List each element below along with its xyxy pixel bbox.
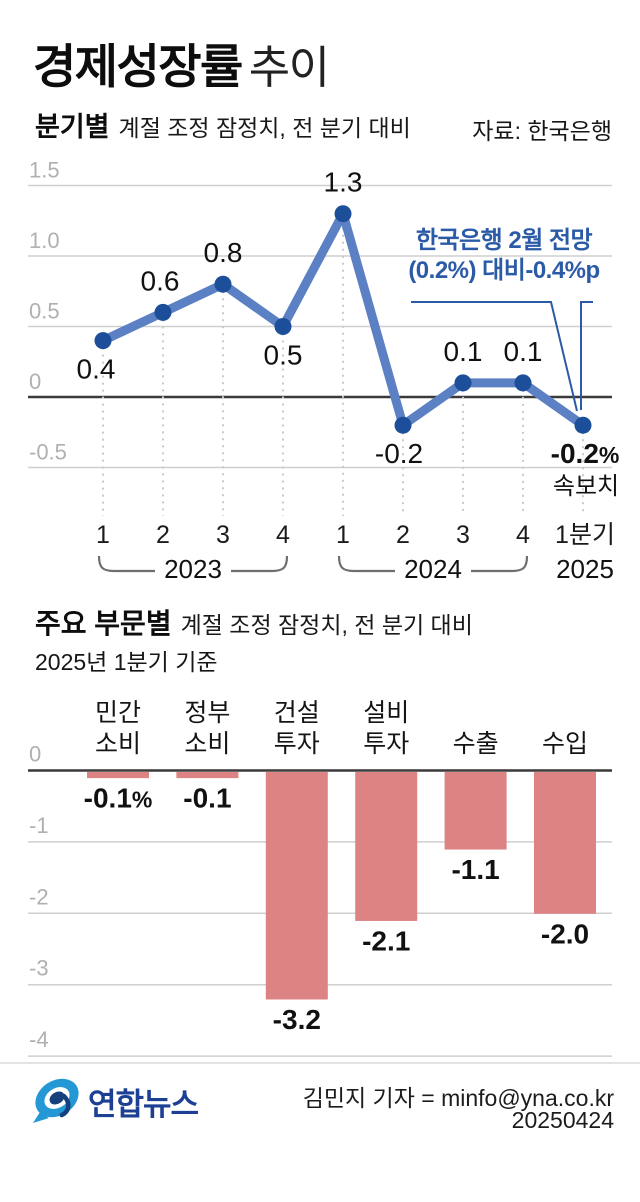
year-bracket-right [231, 555, 289, 573]
sector-bar [444, 772, 507, 850]
value-label: 0.5 [264, 340, 303, 371]
x-tick-label: 1분기 [555, 521, 615, 549]
bar-category-label: 건설 [274, 699, 320, 727]
bar-category-label: 수입 [542, 730, 588, 758]
y-tick-label: -0.5 [29, 440, 67, 465]
value-label: -1.1 [451, 854, 499, 885]
annotation-pointer-left [411, 301, 578, 412]
agency-name: 연합뉴스 [88, 1087, 199, 1122]
value-label: 0.8 [204, 237, 243, 268]
logo-g-tail [59, 1093, 71, 1118]
annotation-pointer-right [580, 301, 593, 410]
x-tick-label: 3 [216, 521, 230, 549]
x-tick-label: 2 [156, 521, 170, 549]
sector-bar [534, 772, 596, 914]
sector-section-heading: 주요 부문별 계절 조정 잠정치, 전 분기 대비 [35, 602, 473, 642]
value-label: 0.1 [504, 336, 543, 367]
bar-category-label: 설비 [363, 699, 409, 727]
x-tick-label: 4 [276, 521, 290, 549]
sector-heading-note: 계절 조정 잠정치, 전 분기 대비 [180, 612, 473, 638]
bar-category-label: 소비 [184, 730, 230, 758]
publish-date: 20250424 [511, 1107, 614, 1133]
y-tick-label: -3 [29, 956, 49, 981]
bar-category-label: 소비 [95, 730, 141, 758]
value-label: -0.2 [375, 438, 423, 469]
y-tick-label: 0 [29, 369, 41, 394]
data-point-dot [454, 374, 472, 392]
footer-divider [0, 1062, 640, 1064]
quarterly-section-heading: 분기별 계절 조정 잠정치, 전 분기 대비 [35, 105, 411, 144]
y-tick-label: 0 [29, 742, 41, 767]
bar-category-label: 정부 [184, 699, 230, 727]
value-label: -0.1 [183, 783, 231, 814]
year-label: 2024 [404, 554, 462, 584]
forecast-annotation-line2: (0.2%) 대비-0.4%p [408, 257, 600, 284]
page-title-regular: 추이 [248, 42, 330, 93]
value-label: -3.2 [273, 1004, 321, 1035]
data-point-dot [214, 275, 232, 293]
x-tick-label: 2 [396, 521, 410, 549]
value-label: -2.0 [541, 918, 589, 949]
year-bracket-right [471, 555, 529, 573]
quarterly-heading-bold: 분기별 [35, 112, 110, 142]
forecast-annotation-line1: 한국은행 2월 전망 [415, 227, 593, 254]
value-label: 0.6 [141, 265, 180, 296]
year-label: 2025 [556, 554, 614, 584]
bar-category-label: 투자 [274, 730, 320, 758]
quarterly-heading-note: 계절 조정 잠정치, 전 분기 대비 [118, 115, 411, 141]
yonhap-logo-icon [33, 1078, 79, 1123]
bar-category-label: 수출 [453, 730, 499, 758]
data-point-dot [514, 374, 532, 392]
data-point-dot [574, 416, 592, 434]
y-tick-label: 1.5 [29, 158, 60, 183]
sector-heading-bold: 주요 부문별 [35, 608, 172, 639]
quarterly-line-chart: 1.5 1.0 0.5 0 -0.5 0.4 0.6 0.8 0.5 1.3 -0.2 0.1 0.1 -… [28, 158, 620, 584]
data-point-dot [154, 303, 172, 321]
y-tick-label: -1 [29, 813, 49, 838]
value-label: 0.4 [77, 354, 116, 385]
x-tick-label: 1 [336, 521, 350, 549]
page-title-bold: 경제성장률 [33, 40, 243, 93]
data-point-dot [394, 416, 412, 434]
year-bracket-left [97, 555, 155, 573]
sector-bar [87, 772, 149, 779]
value-label: 1.3 [324, 167, 363, 198]
x-tick-label: 4 [516, 521, 530, 549]
y-tick-label: -4 [29, 1027, 49, 1052]
y-tick-label: 0.5 [29, 299, 60, 324]
sector-basis-label: 2025년 1분기 기준 [35, 649, 218, 675]
provisional-note: 속보치 [552, 473, 620, 500]
reporter-credit: 김민지 기자 = minfo@yna.co.kr [302, 1085, 614, 1111]
value-label: -0.2% [551, 438, 620, 469]
value-label: -2.1 [362, 925, 410, 956]
year-bracket-left [337, 555, 395, 573]
logo-tail [33, 1112, 49, 1123]
data-point-dot [334, 205, 352, 223]
data-point-dot [94, 332, 112, 350]
data-source-label: 자료: 한국은행 [472, 118, 612, 144]
sector-bar [265, 772, 328, 1000]
sector-bar [355, 772, 418, 921]
bar-category-label: 민간 [95, 699, 141, 727]
value-label: 0.1 [444, 336, 483, 367]
forecast-annotation: 한국은행 2월 전망 (0.2%) 대비-0.4%p [386, 226, 622, 286]
y-tick-label: 1.0 [29, 228, 60, 253]
y-tick-label: -2 [29, 884, 49, 909]
data-point-dot [274, 318, 292, 335]
sector-bar [176, 772, 239, 779]
year-label: 2023 [164, 554, 222, 584]
bar-category-label: 투자 [363, 730, 409, 758]
page-title: 경제성장률 추이 [33, 28, 330, 97]
logo-core [49, 1091, 65, 1105]
x-tick-label: 3 [456, 521, 470, 549]
x-tick-label: 1 [96, 521, 110, 549]
value-label: -0.1% [84, 783, 153, 814]
